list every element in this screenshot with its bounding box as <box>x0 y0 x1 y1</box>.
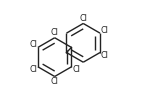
Text: Cl: Cl <box>72 65 80 74</box>
Text: Cl: Cl <box>79 14 87 23</box>
Text: Cl: Cl <box>101 26 108 35</box>
Text: Cl: Cl <box>29 40 37 49</box>
Text: Cl: Cl <box>101 51 108 60</box>
Text: Cl: Cl <box>51 77 59 86</box>
Text: Cl: Cl <box>29 65 37 74</box>
Text: Cl: Cl <box>51 28 59 37</box>
